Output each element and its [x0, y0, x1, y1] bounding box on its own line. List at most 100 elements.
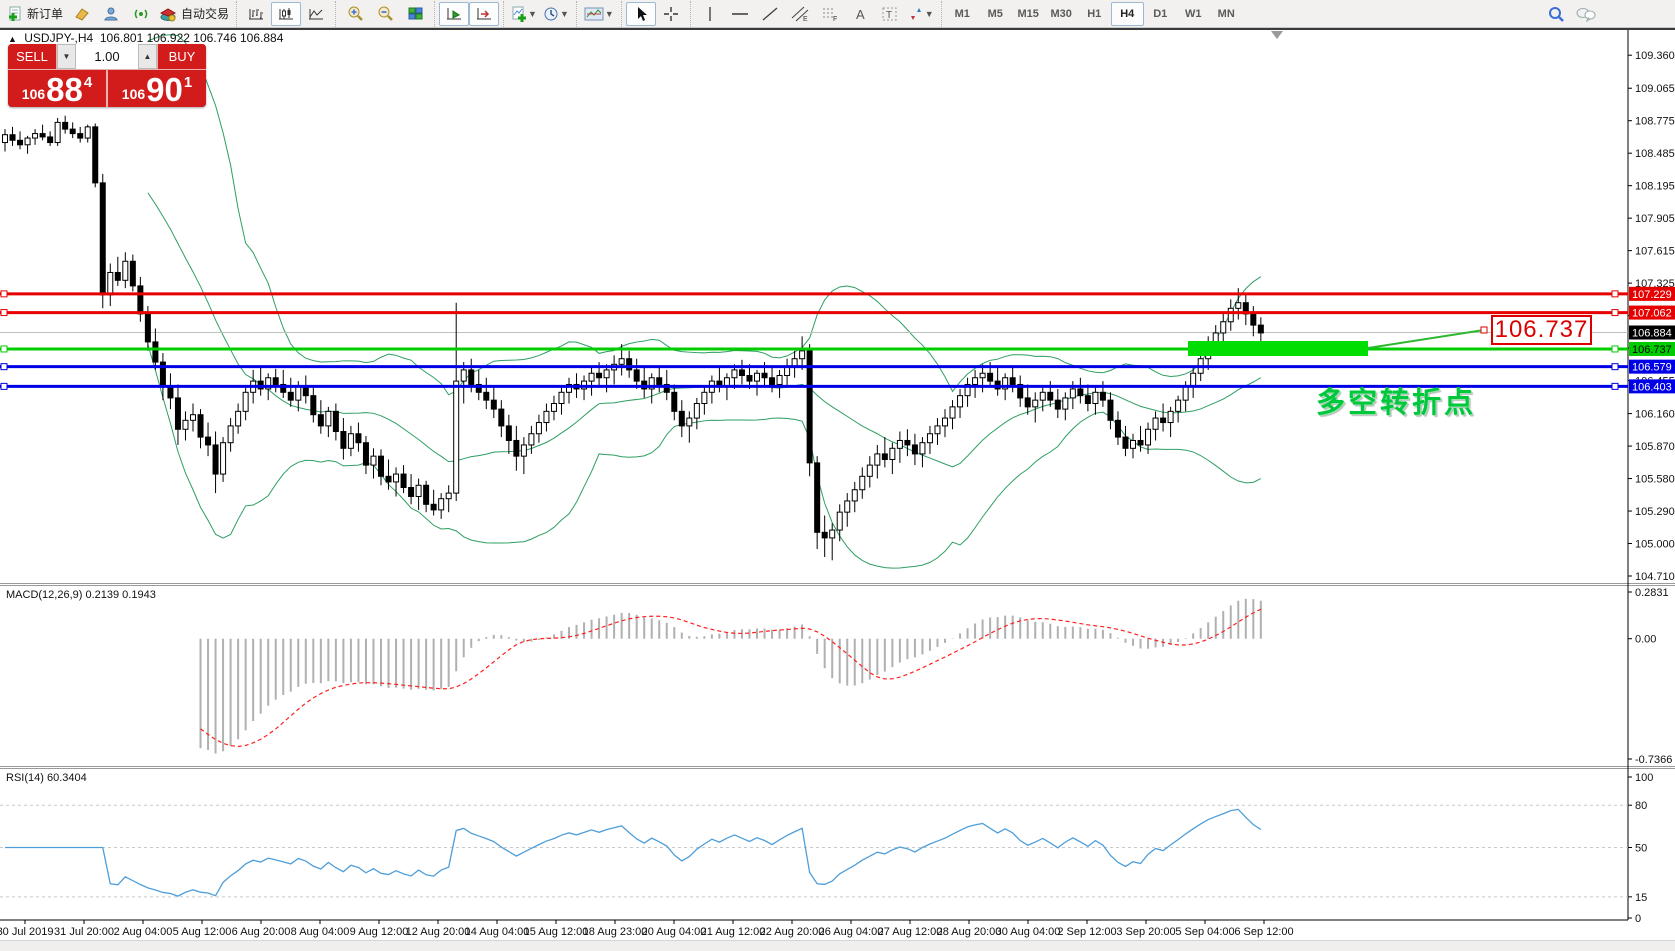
auto-scroll-button[interactable] — [439, 1, 470, 26]
price-tick-label: 109.360 — [1635, 50, 1675, 62]
price-tick-label: 107.905 — [1635, 213, 1675, 225]
trendline-icon — [762, 6, 778, 21]
price-tick-label: 104.710 — [1635, 571, 1675, 583]
chart-symbol-period: USDJPY-,H4 — [24, 31, 94, 45]
volume-value[interactable]: 1.00 — [76, 44, 138, 69]
bar-chart-button[interactable] — [241, 2, 271, 26]
timeframe-m15-button[interactable]: M15 — [1017, 7, 1039, 20]
autotrade-button[interactable]: 自动交易 — [156, 2, 232, 26]
buy-button[interactable]: BUY — [158, 44, 206, 69]
timeframe-m30-button[interactable]: M30 — [1050, 7, 1072, 20]
timeframe-h1-button[interactable]: H1 — [1087, 7, 1102, 20]
signal-button[interactable] — [126, 2, 156, 26]
sell-button[interactable]: SELL — [8, 44, 56, 69]
toolbar-group-indicators: ▼ ▼ — [503, 0, 576, 27]
hline-right-handle — [1611, 363, 1619, 371]
timeframe-mn-button[interactable]: MN — [1217, 7, 1235, 20]
arrows-icon — [910, 7, 921, 20]
profile-icon — [104, 7, 118, 20]
channel-button[interactable]: E — [785, 2, 815, 26]
timeframe-d1-button[interactable]: D1 — [1153, 7, 1168, 20]
fibonacci-button[interactable]: F — [815, 2, 845, 26]
rsi-axis-label: 0 — [1635, 913, 1641, 925]
vertical-line-button[interactable] — [695, 2, 725, 26]
date-axis-label: 15 Aug 12:00 — [524, 926, 589, 938]
chat-icon[interactable] — [1575, 5, 1597, 23]
date-axis-label: 6 Sep 12:00 — [1234, 926, 1293, 938]
zoom-out-button[interactable] — [370, 2, 400, 26]
svg-text:E: E — [803, 16, 808, 22]
sell-price-big: 88 — [46, 71, 83, 107]
autotrade-icon — [159, 7, 177, 21]
line-chart-button[interactable] — [301, 2, 331, 26]
channel-icon: E — [791, 6, 809, 22]
toolbar-group-trade: 新订单 自动交易 — [0, 1, 236, 27]
collapse-triangle-icon[interactable]: ▲ — [8, 34, 17, 44]
buy-price-display[interactable]: 106 90 1 — [108, 70, 206, 107]
highlight-zone[interactable] — [1188, 341, 1368, 356]
timeframe-h4-button[interactable]: H4 — [1110, 1, 1144, 26]
price-callout-label[interactable]: 106.737 — [1491, 315, 1592, 345]
toolbar-group-cursor — [620, 0, 690, 27]
date-axis-label: 14 Aug 04:00 — [465, 926, 530, 938]
date-axis-label: 2 Sep 12:00 — [1057, 926, 1116, 938]
crosshair-button[interactable] — [656, 2, 686, 26]
rsi-axis-label: 100 — [1635, 772, 1653, 784]
timeframe-m5-button[interactable]: M5 — [987, 7, 1003, 20]
zoom-out-icon — [378, 6, 393, 21]
date-axis-label: 21 Aug 12:00 — [701, 926, 766, 938]
date-axis-label: 3 Sep 20:00 — [1116, 926, 1175, 938]
toolbar-group-objects: E F A T ▼ — [689, 0, 941, 27]
bollinger-bands — [147, 34, 1262, 569]
main-toolbar: 新订单 自动交易 — [0, 0, 1675, 28]
date-axis-label: 20 Aug 04:00 — [642, 926, 707, 938]
new-order-button[interactable]: 新订单 — [4, 2, 66, 26]
signal-icon — [134, 9, 148, 18]
label-button[interactable]: T — [875, 2, 905, 26]
tile-windows-button[interactable] — [400, 2, 430, 26]
date-axis-label: 12 Aug 20:00 — [406, 926, 471, 938]
cursor-button[interactable] — [625, 1, 656, 26]
templates-caret[interactable]: ▼ — [604, 8, 614, 19]
add-indicator-caret[interactable]: ▼ — [528, 8, 537, 19]
arrows-button[interactable]: ▼ — [905, 2, 937, 26]
date-axis-label: 5 Aug 12:00 — [173, 926, 232, 938]
new-order-label: 新订单 — [27, 7, 64, 21]
timeframe-w1-button[interactable]: W1 — [1184, 7, 1202, 20]
periods-caret[interactable]: ▼ — [559, 8, 569, 19]
axis-badge-106.403 — [1629, 379, 1675, 394]
chart-shift-button[interactable] — [469, 1, 500, 26]
text-button[interactable]: A — [845, 2, 875, 26]
timeframe-m1-button[interactable]: M1 — [954, 7, 970, 20]
volume-decrease-button[interactable]: ▼ — [57, 44, 76, 69]
price-tick-label: 108.775 — [1635, 116, 1675, 128]
hline-right-handle — [1611, 290, 1619, 298]
axis-badge-107.229 — [1629, 286, 1675, 301]
eraser-button[interactable] — [66, 2, 96, 26]
buy-price-big: 90 — [146, 71, 183, 107]
svg-text:A: A — [856, 7, 865, 22]
arrows-caret[interactable]: ▼ — [924, 8, 934, 19]
search-icon[interactable] — [1547, 5, 1565, 23]
autotrade-label: 自动交易 — [181, 7, 230, 21]
zoom-in-button[interactable] — [340, 2, 370, 26]
date-axis-label: 28 Aug 20:00 — [937, 926, 1002, 938]
macd-signal-line — [200, 608, 1262, 748]
periods-button[interactable]: ▼ — [540, 2, 572, 26]
rsi-axis-label: 15 — [1635, 892, 1647, 904]
price-tick-label: 107.615 — [1635, 246, 1675, 258]
chinese-annotation-text[interactable]: 多空转折点 — [1316, 387, 1477, 419]
trendline-button[interactable] — [755, 2, 785, 26]
profile-button[interactable] — [96, 2, 126, 26]
volume-increase-button[interactable]: ▲ — [138, 44, 157, 69]
hline-right-handle — [1611, 382, 1619, 390]
price-tick-label: 109.065 — [1635, 83, 1675, 95]
templates-button[interactable]: ▼ — [581, 2, 617, 26]
candlestick-chart-button[interactable] — [271, 1, 302, 26]
sell-price-display[interactable]: 106 88 4 — [8, 70, 108, 107]
volume-stepper: ▼ 1.00 ▲ — [56, 44, 158, 69]
horizontal-line-button[interactable] — [725, 2, 755, 26]
add-indicator-button[interactable]: ▼ — [508, 2, 540, 26]
